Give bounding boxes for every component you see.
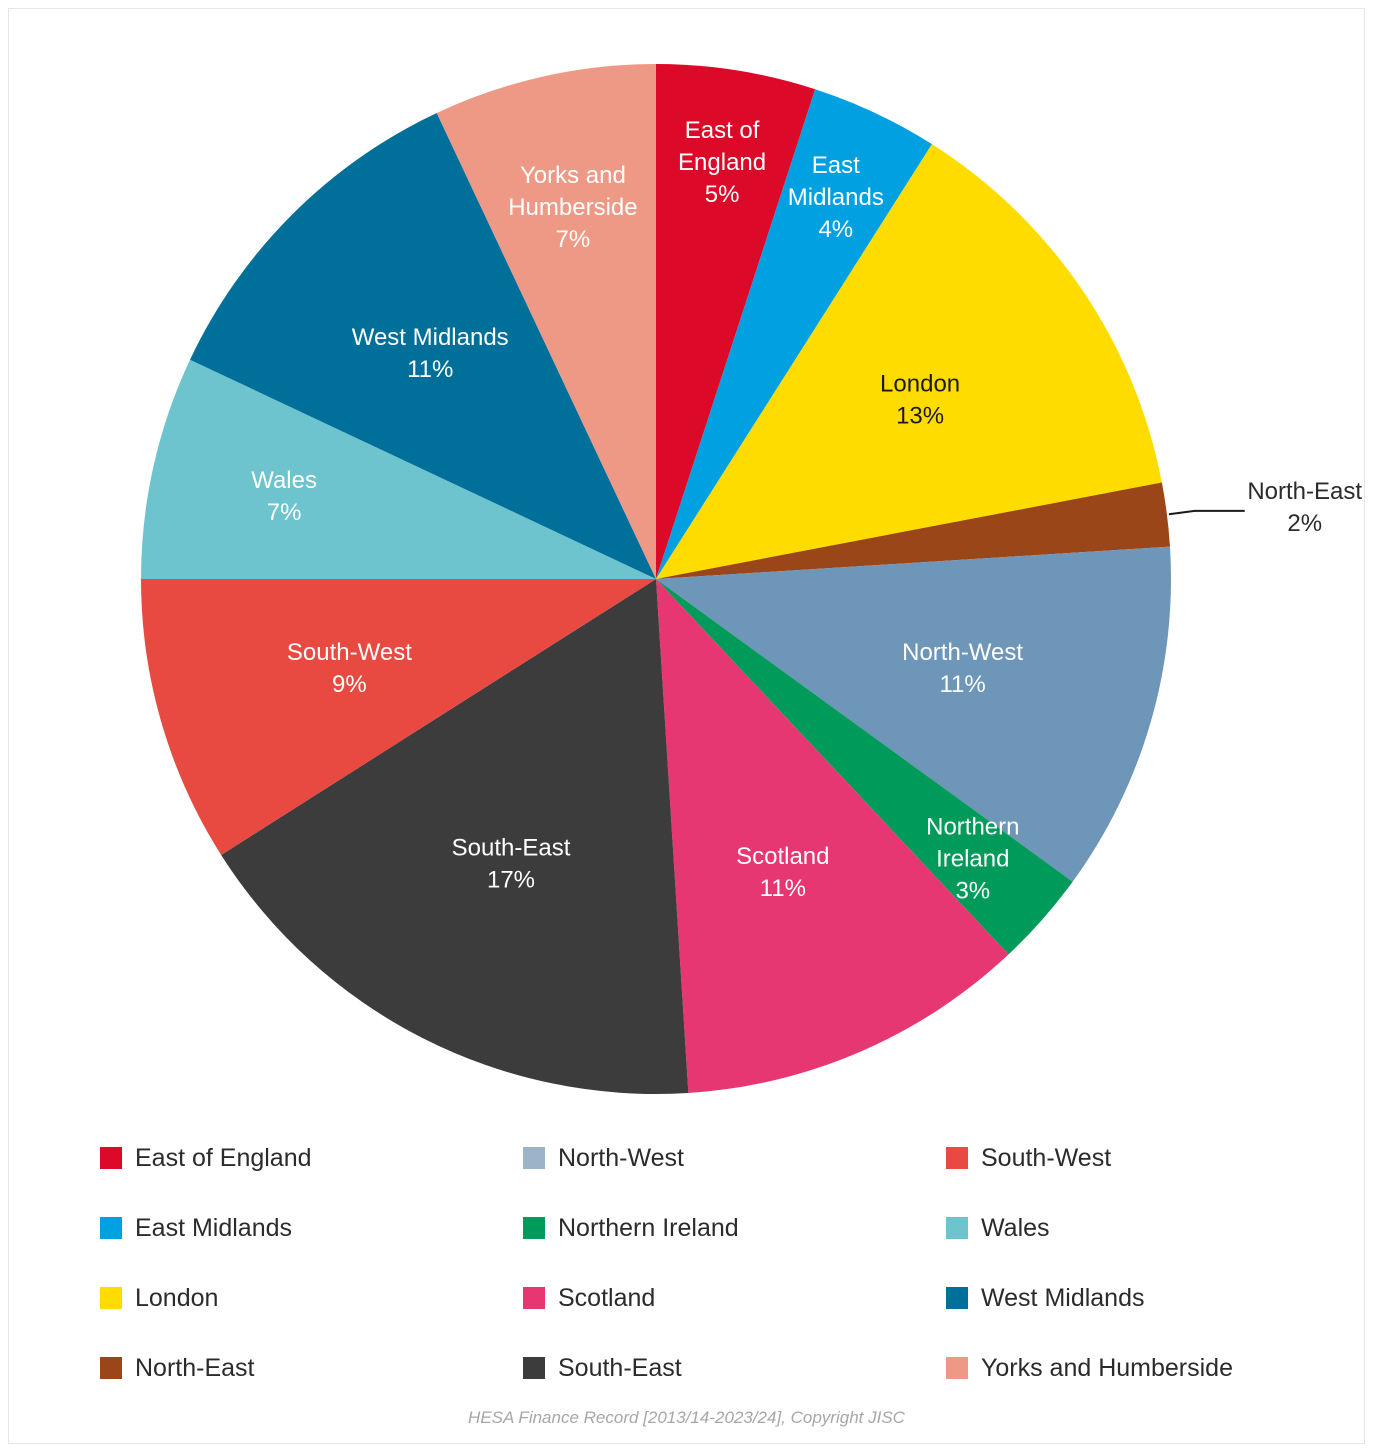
- legend-label: South-West: [981, 1143, 1112, 1172]
- pie-slice-south-east: [221, 579, 689, 1094]
- legend-item-london: London: [100, 1280, 218, 1316]
- legend-swatch: [523, 1357, 545, 1379]
- slice-label-yorks-and-humberside: Yorks and Humberside 7%: [508, 162, 637, 253]
- legend-swatch: [100, 1217, 122, 1239]
- slice-label-wales: Wales 7%: [251, 467, 317, 526]
- legend-item-wales: Wales: [946, 1210, 1050, 1246]
- legend-item-scotland: Scotland: [523, 1280, 655, 1316]
- leader-line-north-east: [1168, 509, 1245, 516]
- legend-swatch: [946, 1147, 968, 1169]
- legend-item-east-midlands: East Midlands: [100, 1210, 292, 1246]
- legend-item-south-east: South-East: [523, 1350, 682, 1386]
- legend-label: Wales: [981, 1213, 1050, 1242]
- legend-swatch: [523, 1217, 545, 1239]
- pie-slice-north-east: [656, 482, 1170, 579]
- pie-slice-west-midlands: [190, 113, 656, 579]
- pie-slice-south-west: [141, 579, 656, 855]
- pie-slice-east-midlands: [656, 89, 932, 580]
- legend-item-northern-ireland: Northern Ireland: [523, 1210, 739, 1246]
- pie-slice-east-of-england: [656, 64, 816, 579]
- slice-label-south-east: South-East 17%: [452, 835, 571, 894]
- legend-label: Scotland: [558, 1283, 656, 1312]
- pie-slice-northern-ireland: [656, 579, 1073, 955]
- legend-label: North-East: [135, 1353, 255, 1382]
- legend-label: Northern Ireland: [558, 1213, 739, 1242]
- legend-item-north-west: North-West: [523, 1140, 684, 1176]
- source-note: HESA Finance Record [2013/14-2023/24], C…: [468, 1408, 905, 1427]
- slice-label-northern-ireland: Northern Ireland 3%: [926, 813, 1019, 904]
- legend-label: East Midlands: [135, 1213, 293, 1242]
- legend-label: London: [135, 1283, 219, 1312]
- slice-label-west-midlands: West Midlands 11%: [352, 324, 509, 383]
- legend-label: West Midlands: [981, 1283, 1145, 1312]
- legend-item-yorks-and-humberside: Yorks and Humberside: [946, 1350, 1233, 1386]
- legend-label: South-East: [558, 1353, 682, 1382]
- legend-item-west-midlands: West Midlands: [946, 1280, 1145, 1316]
- legend-swatch: [100, 1357, 122, 1379]
- pie-slice-north-west: [656, 546, 1171, 882]
- legend-item-north-east: North-East: [100, 1350, 254, 1386]
- legend-label: East of England: [135, 1143, 312, 1172]
- legend-swatch: [946, 1217, 968, 1239]
- legend-swatch: [946, 1287, 968, 1309]
- slice-label-east-of-england: East of England 5%: [678, 117, 766, 208]
- legend-label: North-West: [558, 1143, 684, 1172]
- legend-label: Yorks and Humberside: [981, 1353, 1233, 1382]
- slice-label-north-west: North-West 11%: [902, 639, 1023, 698]
- legend-swatch: [100, 1147, 122, 1169]
- slice-label-east-midlands: East Midlands 4%: [788, 152, 884, 243]
- legend-swatch: [523, 1287, 545, 1309]
- pie-slice-scotland: [656, 579, 1009, 1093]
- slice-label-london: London 13%: [880, 371, 960, 430]
- slice-label-north-east: North-East 2%: [1247, 478, 1362, 537]
- slice-label-south-west: South-West 9%: [287, 639, 412, 698]
- legend-item-south-west: South-West: [946, 1140, 1111, 1176]
- pie-slice-london: [656, 144, 1162, 580]
- pie-slice-yorks-and-humberside: [436, 64, 656, 579]
- legend-swatch: [523, 1147, 545, 1169]
- legend-swatch: [946, 1357, 968, 1379]
- legend-item-east-of-england: East of England: [100, 1140, 312, 1176]
- slice-label-scotland: Scotland 11%: [736, 843, 829, 902]
- pie-chart: East of England 5%East Midlands 4% London 13% N…: [141, 64, 1362, 1094]
- legend-swatch: [100, 1287, 122, 1309]
- pie-slice-wales: [141, 359, 656, 579]
